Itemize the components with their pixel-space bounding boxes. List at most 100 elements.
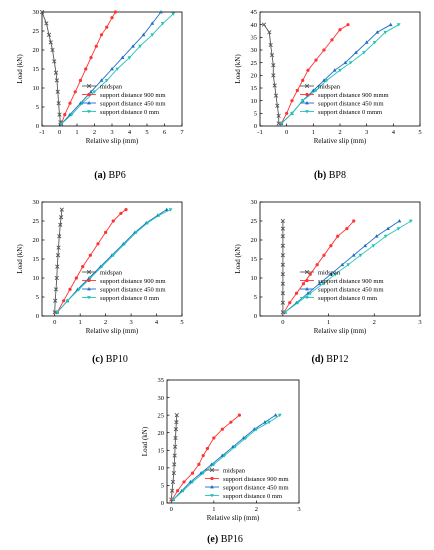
y-tick-label-3: 15 — [251, 256, 258, 263]
data-point-s0-10 — [168, 208, 173, 212]
legend-label-s0: support distance 0 mm — [318, 295, 377, 302]
x-tick-label-3: 2 — [338, 129, 341, 136]
data-point-s900-1 — [62, 299, 66, 303]
data-point-s900-1 — [285, 111, 289, 115]
series-line-s900 — [60, 11, 116, 125]
legend-label-s0: support distance 0 mm — [223, 493, 282, 500]
y-tick-label-2: 10 — [251, 98, 258, 105]
legend-label-midspan: midspan — [100, 83, 123, 90]
x-tick-label-1: 0 — [285, 129, 288, 136]
data-point-midspan-8-b — [48, 40, 53, 45]
legend-marker-s0 — [210, 494, 214, 498]
data-point-midspan-3-b — [273, 93, 279, 98]
panel-caption: (d) BP12 — [312, 354, 349, 365]
x-tick-label-2: 2 — [255, 506, 258, 513]
y-tick-label-6: 30 — [33, 199, 40, 206]
data-point-s450-4 — [322, 78, 326, 82]
data-point-s0-9 — [160, 22, 165, 26]
y-tick-label-1: 5 — [254, 294, 257, 301]
x-tick-label-4: 3 — [365, 129, 368, 136]
data-point-midspan-3-b — [55, 89, 60, 94]
data-point-s0-7 — [138, 44, 142, 49]
legend-label-s900: support distance 900 mmm — [318, 92, 389, 99]
legend-label-midspan: midspan — [223, 467, 246, 474]
y-tick-label-0: 0 — [36, 123, 39, 130]
data-point-midspan-7-b — [280, 243, 285, 248]
legend-label-s0: support distance 0 mm — [100, 109, 159, 116]
data-point-s900-6 — [314, 58, 318, 62]
data-point-midspan-8-b — [173, 427, 179, 432]
data-point-s0-2 — [77, 288, 81, 292]
data-point-s0-3 — [88, 276, 93, 280]
data-point-s450-7 — [354, 50, 358, 54]
legend-label-s0: support distance 0 mmm — [318, 109, 382, 116]
legend-marker-midspan-b — [86, 269, 92, 275]
y-tick-label-6: 30 — [251, 47, 258, 54]
y-axis-label: Load (kN) — [234, 54, 242, 84]
y-axis-label: Load (kN) — [16, 54, 24, 84]
y-tick-label-2: 10 — [33, 85, 40, 92]
data-point-s0-10 — [408, 219, 413, 223]
data-point-midspan-8-b — [58, 222, 63, 227]
y-axis-label: Load (kN) — [234, 244, 242, 274]
data-point-s0-8 — [150, 33, 155, 37]
y-tick-label-2: 10 — [158, 465, 165, 472]
panel-caption-text: BP6 — [106, 170, 126, 181]
data-point-s450-6 — [120, 55, 125, 59]
data-point-s0-2 — [308, 291, 313, 296]
x-tick-label-3: 2 — [93, 129, 96, 136]
data-point-s450-8 — [364, 40, 369, 44]
data-point-s0-0 — [171, 498, 176, 502]
data-point-s900-2 — [182, 480, 186, 484]
data-point-s450-10 — [273, 413, 278, 417]
data-point-s450-6 — [351, 253, 356, 257]
data-point-midspan-9-b — [267, 30, 272, 35]
legend-label-s450: support distance 450 mm — [223, 484, 289, 491]
data-point-s900-7 — [322, 48, 326, 52]
data-point-s900-2 — [290, 99, 294, 103]
y-tick-label-3: 15 — [33, 66, 40, 73]
data-point-s900-10 — [110, 16, 114, 20]
data-point-s450-10 — [164, 207, 169, 211]
data-point-midspan-4-b — [272, 83, 277, 88]
panel-caption-text: BP8 — [326, 170, 346, 181]
x-axis-label: Relative slip (mm) — [207, 514, 260, 522]
data-point-s900-6 — [322, 253, 326, 257]
data-point-s0-1 — [290, 111, 294, 116]
y-tick-label-5: 25 — [251, 218, 258, 225]
data-point-midspan-9-b — [280, 226, 285, 231]
x-tick-label-0: 0 — [53, 319, 56, 326]
legend-label-s900: support distance 900 mm — [223, 476, 289, 483]
data-point-s0-5 — [115, 67, 120, 71]
legend-marker-s900 — [210, 476, 214, 481]
data-point-s900-1 — [63, 113, 67, 117]
data-point-s900-10 — [124, 208, 128, 212]
data-point-s0-5 — [222, 454, 227, 458]
data-point-s900-3 — [190, 471, 195, 475]
data-point-s450-3 — [89, 89, 93, 94]
x-tick-label-0: -1 — [257, 129, 262, 136]
legend-label-s900: support distance 900 mm — [100, 278, 166, 285]
data-point-midspan-3-b — [171, 471, 176, 476]
data-point-s0-8 — [145, 221, 150, 225]
data-point-s900-10 — [352, 219, 356, 223]
x-axis-label: Relative slip (mm) — [314, 327, 367, 335]
x-tick-label-5: 4 — [392, 129, 396, 136]
data-point-midspan-4-b — [172, 462, 177, 467]
y-axis-label: Load (kN) — [141, 426, 149, 456]
data-point-s900-4 — [78, 78, 83, 82]
data-point-s0-2 — [300, 99, 305, 103]
x-tick-label-6: 5 — [145, 129, 148, 136]
data-point-midspan-8-b — [280, 234, 285, 239]
data-point-midspan-2-b — [170, 479, 176, 485]
data-point-midspan-5-b — [172, 453, 177, 458]
data-point-midspan-1-b — [280, 300, 285, 305]
data-point-s0-7 — [243, 436, 248, 440]
plot-frame — [166, 379, 300, 504]
series-line-midspan — [41, 11, 61, 123]
data-point-s450-5 — [340, 262, 345, 267]
y-tick-label-1: 5 — [161, 483, 164, 490]
legend-marker-s450 — [305, 101, 309, 105]
y-tick-label-4: 20 — [33, 47, 40, 54]
